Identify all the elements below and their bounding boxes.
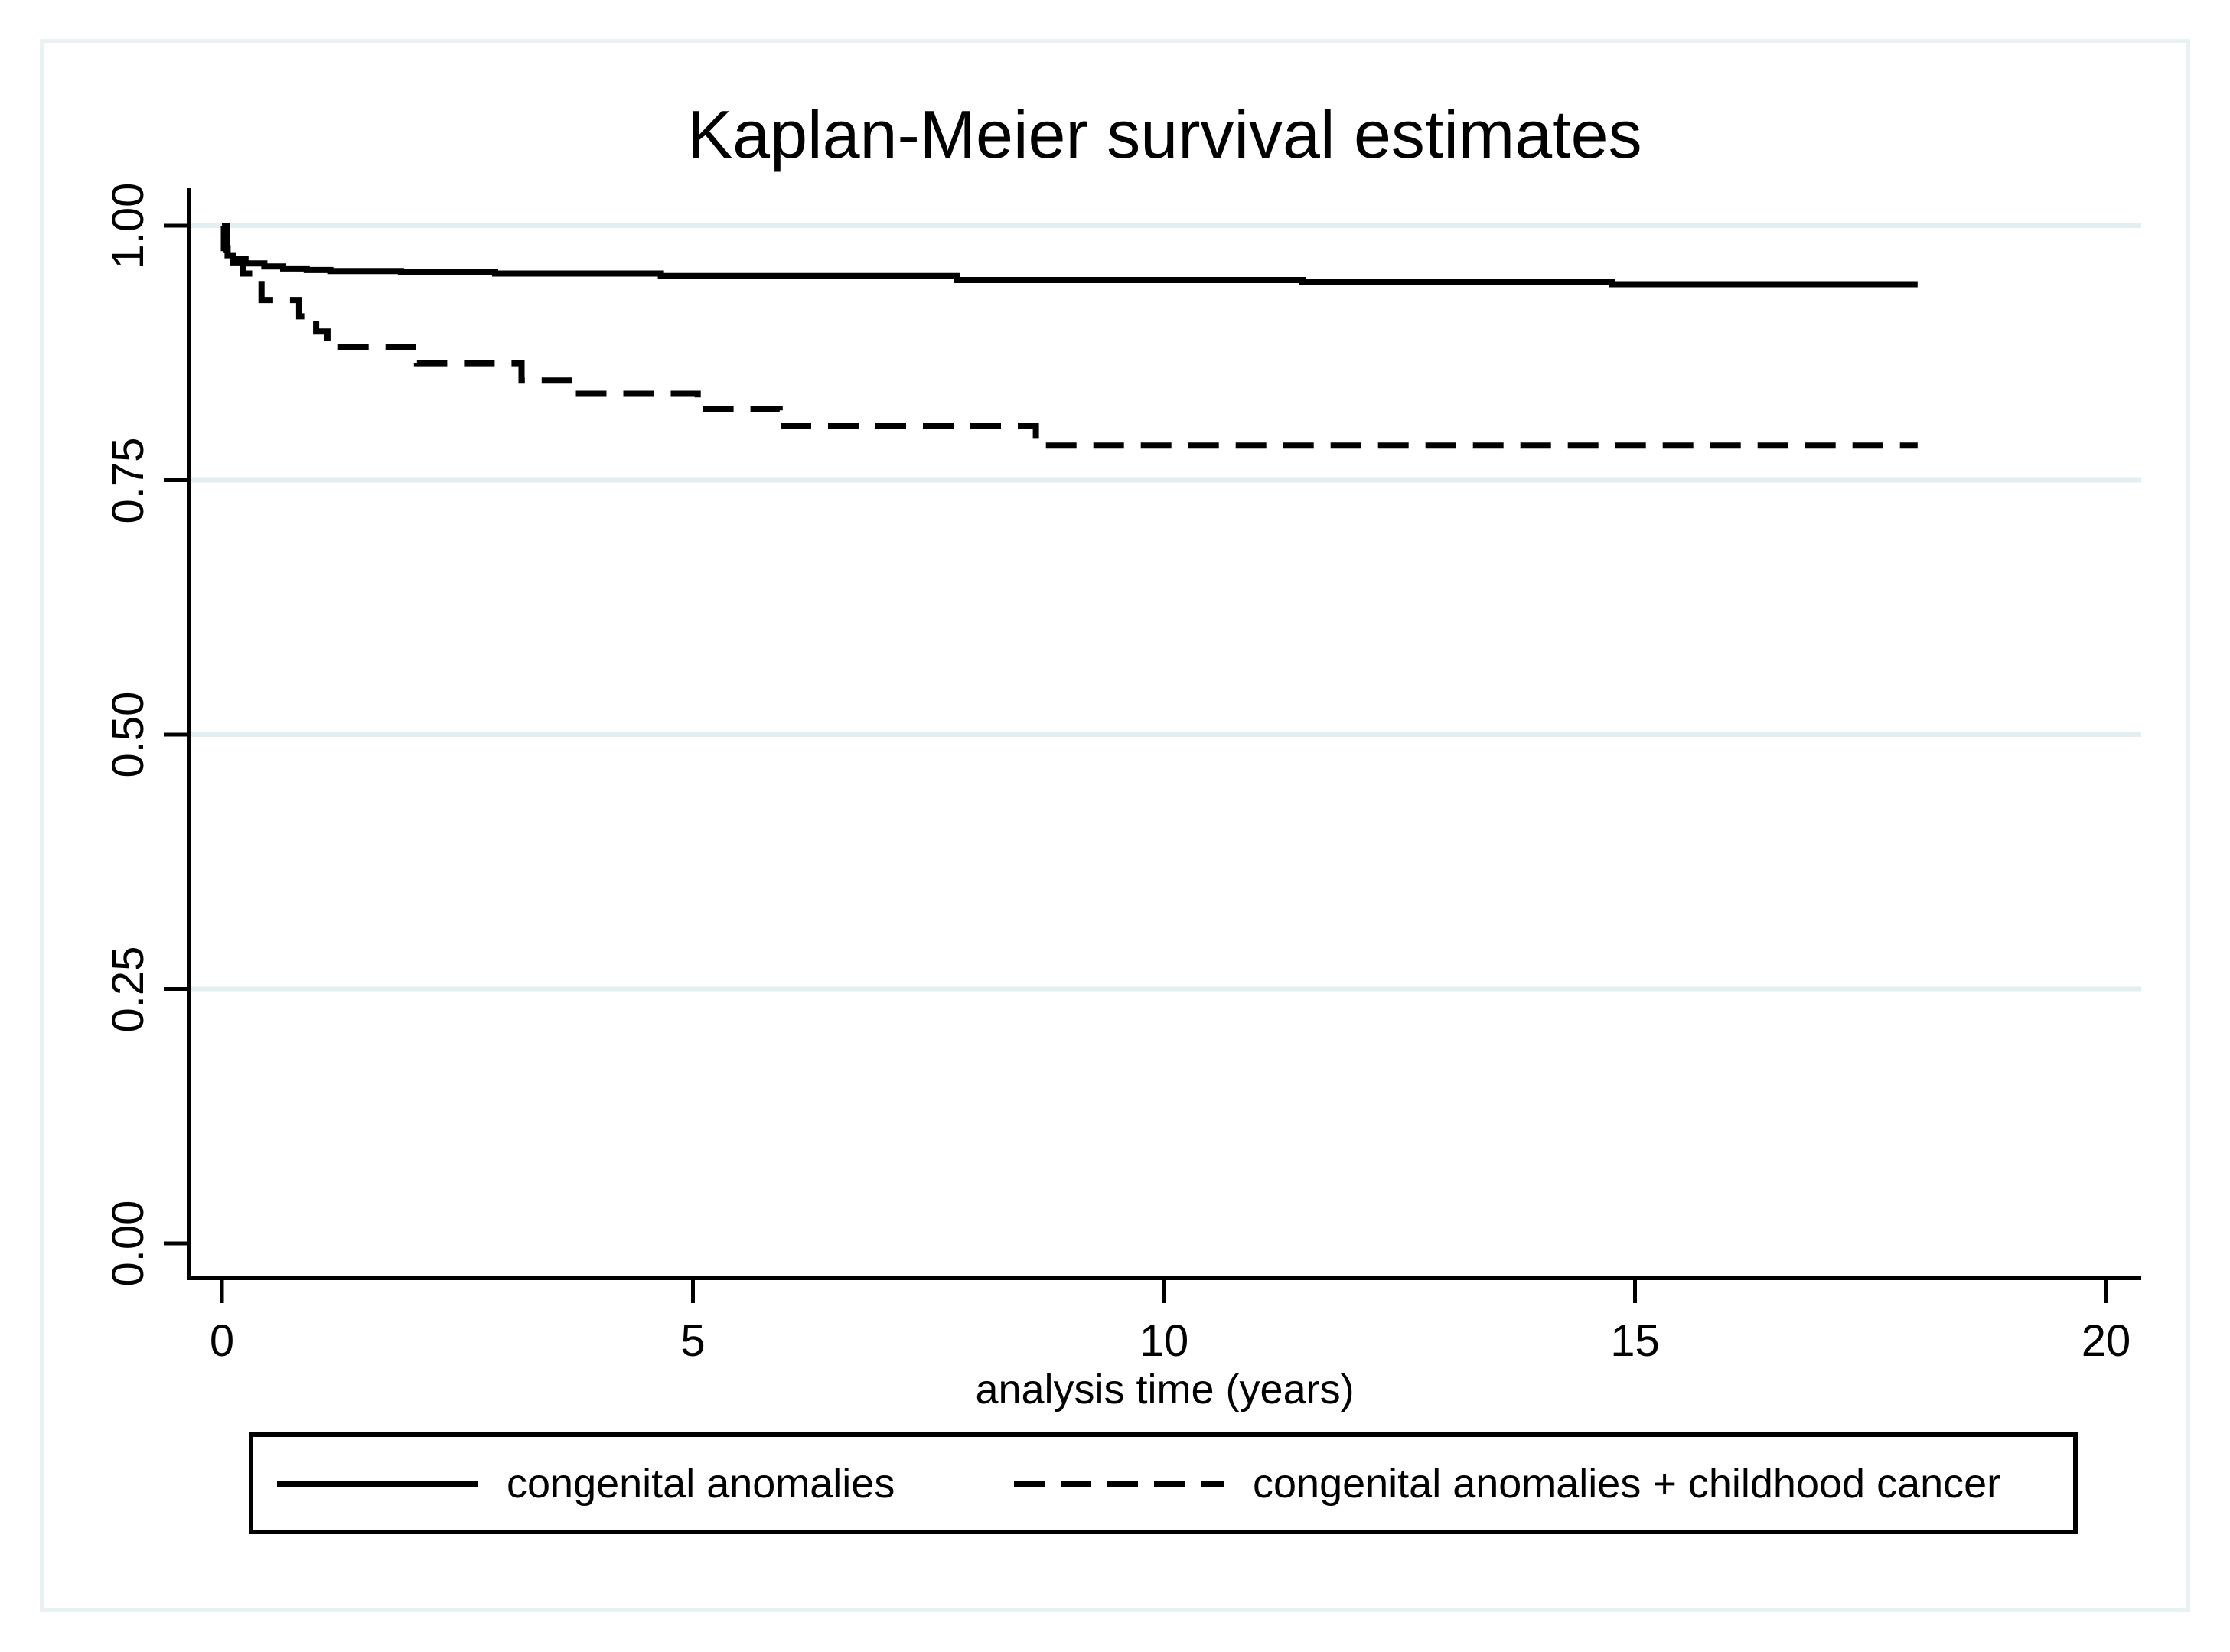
chart-title: Kaplan-Meier survival estimates: [687, 96, 1642, 172]
legend-box: congenital anomalies congenital anomalie…: [249, 1432, 2078, 1534]
legend-dashed-line-swatch: [1014, 1481, 1224, 1487]
survival-curve-dashed: [222, 223, 1918, 449]
legend-solid-line-swatch: [277, 1481, 478, 1487]
x-tick-label: 15: [1610, 1316, 1660, 1366]
y-tick-label: 0.50: [103, 691, 153, 778]
legend-label-solid: congenital anomalies: [507, 1460, 895, 1507]
x-axis-title: analysis time (years): [975, 1367, 1355, 1413]
x-tick-label: 20: [2081, 1316, 2131, 1366]
x-tick-label: 10: [1139, 1316, 1189, 1366]
y-tick-label: 0.25: [103, 946, 153, 1032]
y-tick-label: 0.75: [103, 437, 153, 523]
survival-curve-solid: [220, 223, 1918, 288]
y-tick-label: 0.00: [103, 1200, 153, 1287]
legend-label-dashed: congenital anomalies + childhood cancer: [1253, 1460, 2001, 1507]
x-tick-label: 5: [680, 1316, 706, 1366]
x-tick-label: 0: [209, 1316, 235, 1366]
y-tick-label: 1.00: [103, 182, 153, 269]
graph-region-border: [40, 39, 2190, 1612]
